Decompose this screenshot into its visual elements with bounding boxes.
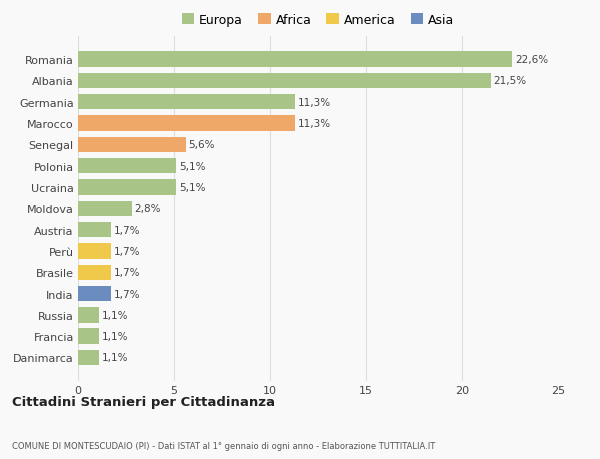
- Bar: [78, 223, 110, 238]
- Bar: [78, 308, 99, 323]
- Bar: [78, 286, 110, 302]
- Text: 1,1%: 1,1%: [102, 353, 128, 363]
- Text: 1,7%: 1,7%: [113, 289, 140, 299]
- Text: 11,3%: 11,3%: [298, 119, 331, 129]
- Text: 5,1%: 5,1%: [179, 161, 205, 171]
- Text: 22,6%: 22,6%: [515, 55, 548, 65]
- Bar: [78, 244, 110, 259]
- Text: 1,7%: 1,7%: [113, 268, 140, 278]
- Text: 1,7%: 1,7%: [113, 225, 140, 235]
- Bar: [78, 180, 176, 195]
- Bar: [78, 137, 185, 153]
- Text: COMUNE DI MONTESCUDAIO (PI) - Dati ISTAT al 1° gennaio di ogni anno - Elaborazio: COMUNE DI MONTESCUDAIO (PI) - Dati ISTAT…: [12, 441, 435, 450]
- Bar: [78, 73, 491, 89]
- Text: 21,5%: 21,5%: [494, 76, 527, 86]
- Text: 5,1%: 5,1%: [179, 183, 205, 193]
- Text: 1,1%: 1,1%: [102, 331, 128, 341]
- Text: 11,3%: 11,3%: [298, 98, 331, 107]
- Bar: [78, 329, 99, 344]
- Bar: [78, 265, 110, 280]
- Bar: [78, 95, 295, 110]
- Bar: [78, 201, 132, 217]
- Bar: [78, 159, 176, 174]
- Text: 1,1%: 1,1%: [102, 310, 128, 320]
- Bar: [78, 350, 99, 365]
- Legend: Europa, Africa, America, Asia: Europa, Africa, America, Asia: [182, 14, 454, 27]
- Text: 1,7%: 1,7%: [113, 246, 140, 257]
- Text: Cittadini Stranieri per Cittadinanza: Cittadini Stranieri per Cittadinanza: [12, 396, 275, 409]
- Text: 2,8%: 2,8%: [134, 204, 161, 214]
- Bar: [78, 116, 295, 131]
- Bar: [78, 52, 512, 67]
- Text: 5,6%: 5,6%: [188, 140, 215, 150]
